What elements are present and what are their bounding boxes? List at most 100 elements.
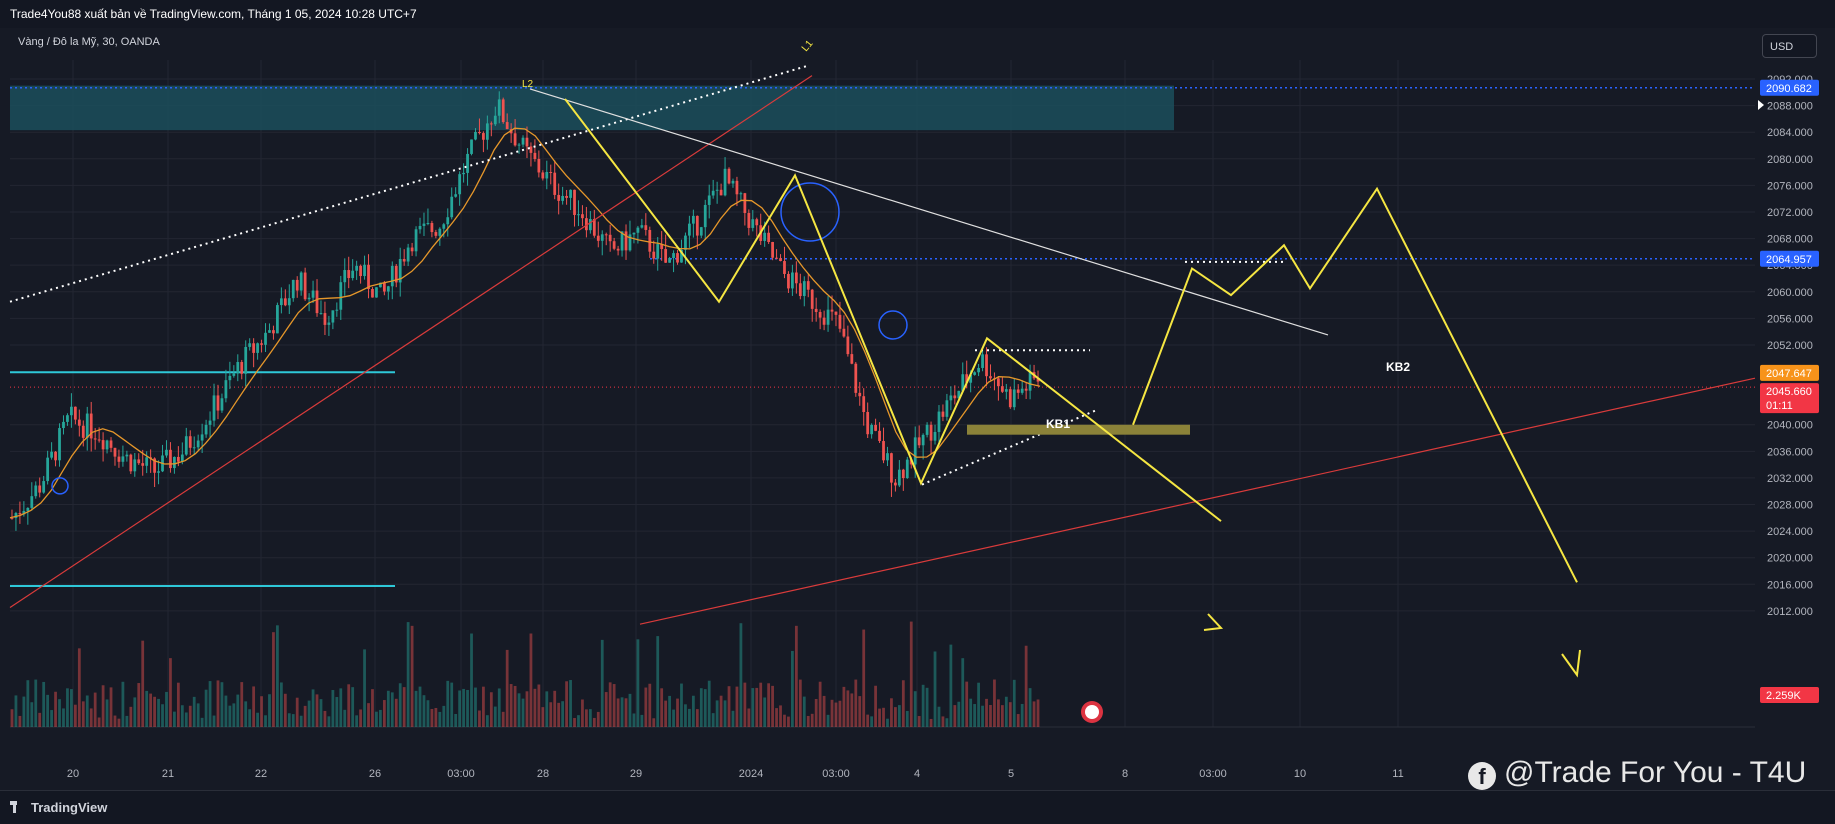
candle-body	[798, 283, 802, 297]
volume-bar	[763, 697, 767, 727]
volume-bar	[180, 705, 184, 727]
volume-bar	[256, 712, 259, 727]
volume-bar	[561, 701, 565, 727]
candle-body	[335, 309, 339, 311]
candle-body	[921, 434, 925, 446]
volume-bar	[917, 716, 921, 727]
volume-bar	[787, 716, 790, 727]
candle-body	[299, 272, 303, 291]
volume-bar	[418, 686, 422, 727]
candle-body	[652, 251, 656, 259]
candle-body	[826, 309, 830, 325]
volume-bar	[719, 695, 723, 727]
candle-body	[656, 244, 660, 259]
volume-bar	[592, 717, 596, 727]
volume-bar	[596, 711, 600, 727]
volume-bar	[727, 686, 731, 727]
volume-bar	[695, 709, 699, 727]
candle-body	[117, 456, 121, 462]
volume-bar	[89, 708, 93, 727]
volume-bar	[85, 695, 89, 727]
volume-bar	[557, 702, 561, 727]
volume-bar	[149, 693, 153, 727]
volume-bar	[1028, 688, 1032, 727]
volume-bar	[438, 711, 442, 727]
volume-bar	[993, 679, 996, 727]
volume-bar	[608, 682, 612, 727]
volume-bar	[81, 701, 85, 727]
candle-body	[244, 346, 248, 374]
volume-bar	[414, 690, 418, 727]
volume-bar	[133, 697, 137, 727]
candle-body	[26, 507, 30, 511]
tradingview-logo[interactable]: TradingView	[10, 800, 107, 815]
volume-bar	[458, 690, 462, 727]
price-badge-label: 2064.957	[1766, 254, 1812, 266]
volume-bar	[711, 713, 715, 727]
candle-body	[731, 180, 735, 184]
candle-body	[680, 249, 683, 263]
candle-body	[965, 374, 969, 383]
zones	[10, 85, 1755, 587]
volume-bar	[363, 649, 366, 727]
volume-bar	[497, 688, 501, 727]
candle-body	[878, 430, 881, 442]
candle-body	[660, 244, 664, 250]
price-badge	[1760, 687, 1819, 703]
candle-body	[46, 457, 50, 482]
volume-bar	[759, 682, 763, 727]
trendline-l2	[529, 88, 1329, 336]
volume-bar	[1000, 705, 1004, 727]
volume-bar	[822, 695, 826, 727]
candle-body	[505, 122, 509, 130]
volume-bar	[46, 694, 50, 727]
volume-bar	[818, 681, 822, 727]
candle-body	[260, 343, 263, 345]
annotation-label: L1	[800, 38, 816, 54]
candle-body	[493, 115, 497, 125]
candle-body	[66, 415, 69, 422]
price-badge	[1760, 383, 1819, 414]
volume-bar	[355, 715, 359, 727]
volume-bar	[54, 691, 57, 727]
volume-bar	[153, 696, 156, 727]
volume-bar	[505, 649, 509, 727]
candle-body	[379, 282, 382, 288]
candle-body	[755, 219, 759, 226]
candle-body	[763, 232, 767, 241]
currency-button[interactable]: USD	[1762, 34, 1817, 58]
candle-body	[232, 373, 236, 376]
candle-body	[870, 424, 874, 435]
x-tick-label: 10	[1294, 768, 1306, 780]
candle-body	[97, 439, 101, 441]
volume-bar	[791, 650, 794, 727]
volume-bar	[379, 709, 382, 727]
candle-body	[303, 272, 307, 300]
candle-body	[715, 189, 719, 191]
candle-body	[830, 309, 834, 312]
volume-bar	[533, 688, 537, 727]
volume-bar	[929, 718, 933, 727]
volume-bar	[1020, 703, 1024, 727]
candle-body	[434, 232, 438, 236]
volume-bar	[973, 704, 977, 727]
volume-bar	[747, 708, 751, 727]
volume-bar	[517, 693, 521, 727]
volume-bar	[743, 682, 747, 727]
candle-body	[961, 374, 965, 391]
candle-body	[695, 215, 699, 236]
x-tick-label: 29	[630, 768, 642, 780]
candle-body	[311, 290, 315, 298]
candle-body	[905, 459, 909, 479]
volume-bar	[1012, 679, 1016, 727]
x-tick-label: 20	[67, 768, 79, 780]
facebook-icon: f	[1468, 762, 1496, 790]
candle-body	[949, 395, 953, 401]
x-tick-label: 03:00	[1199, 768, 1227, 780]
volume-bar	[628, 693, 632, 727]
candle-body	[743, 193, 747, 213]
volume-bar	[850, 693, 854, 727]
volume-bar	[897, 705, 901, 727]
